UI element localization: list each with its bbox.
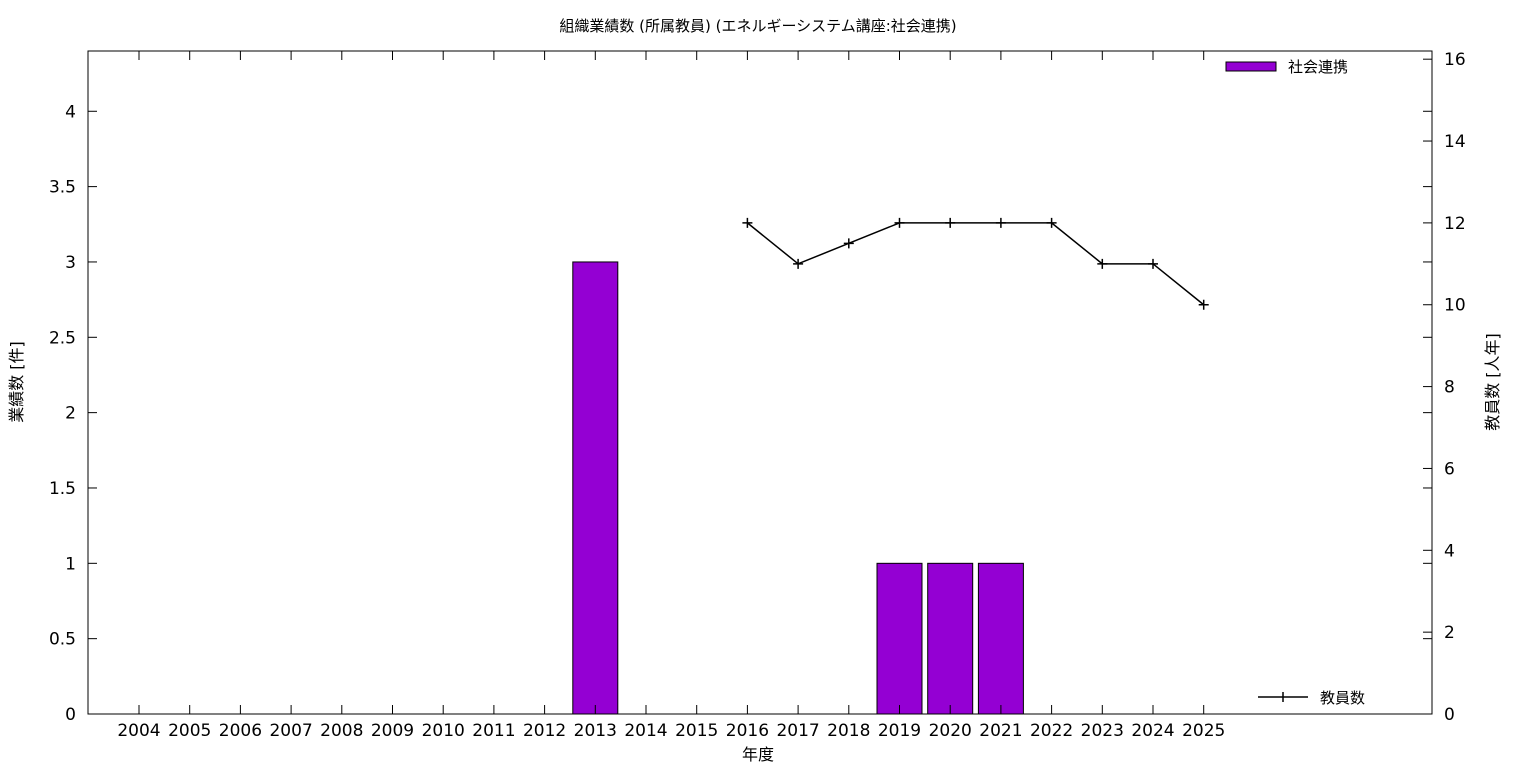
y-axis-right: 0 2 4 6 8 10 12 14 16 [1423, 50, 1466, 725]
x-tick-label: 2019 [878, 721, 921, 741]
line-point [793, 258, 804, 269]
x-tick-label: 2020 [929, 721, 972, 741]
y-tick-label: 1 [65, 554, 76, 574]
line-point [894, 217, 905, 228]
x-tick-label: 2016 [726, 721, 769, 741]
line-point [742, 217, 753, 228]
x-tick-label: 2006 [219, 721, 262, 741]
bar [876, 562, 923, 715]
x-tick-label: 2025 [1182, 721, 1225, 741]
bar-series [572, 261, 1024, 715]
line-series [742, 217, 1209, 310]
x-tick-label: 2005 [168, 721, 211, 741]
line-point [1148, 258, 1158, 269]
y-axis-left: 0 0.5 1 1.5 2 2.5 3 3.5 4 [49, 102, 1432, 725]
y-tick-label: 1.5 [49, 479, 76, 499]
y2-tick-label: 16 [1444, 50, 1466, 70]
legend-bar-swatch [1225, 61, 1277, 72]
x-axis: 2004 2005 2006 2007 2008 2009 2010 2011 2012 2013… [117, 51, 1225, 741]
y2-tick-label: 12 [1444, 214, 1466, 234]
bar [927, 562, 974, 715]
y-tick-label: 0.5 [49, 630, 76, 650]
y-tick-label: 0 [65, 705, 76, 725]
x-tick-label: 2021 [979, 721, 1022, 741]
chart-title: 組織業績数 (所属教員) (エネルギーシステム講座:社会連携) [559, 17, 956, 35]
y-tick-label: 2.5 [49, 328, 76, 348]
bar [572, 261, 619, 715]
x-tick-label: 2004 [117, 721, 160, 741]
line-point [995, 217, 1006, 228]
x-tick-label: 2018 [827, 721, 870, 741]
bar [977, 562, 1024, 715]
x-tick-label: 2007 [269, 721, 312, 741]
legend-bar: 社会連携 [1225, 58, 1348, 76]
x-axis-label: 年度 [742, 745, 774, 764]
x-tick-label: 2009 [371, 721, 414, 741]
x-tick-label: 2012 [523, 721, 566, 741]
y-axis-label: 業績数 [件] [7, 341, 26, 423]
y-tick-label: 2 [65, 404, 76, 424]
x-tick-label: 2008 [320, 721, 363, 741]
line-point [1097, 258, 1108, 269]
y-tick-label: 3.5 [49, 178, 76, 198]
x-tick-label: 2015 [675, 721, 718, 741]
line-path [746, 222, 1205, 306]
x-tick-label: 2024 [1131, 721, 1174, 741]
y-tick-label: 4 [65, 102, 76, 122]
x-tick-label: 2023 [1081, 721, 1124, 741]
plot-frame [87, 50, 1433, 715]
x-tick-label: 2013 [574, 721, 617, 741]
line-point [1046, 217, 1057, 228]
x-tick-label: 2010 [422, 721, 465, 741]
x-tick-label: 2017 [776, 721, 819, 741]
line-point [1198, 299, 1209, 310]
x-tick-label: 2011 [472, 721, 515, 741]
x-tick-label: 2014 [624, 721, 667, 741]
line-point [843, 238, 854, 249]
y2-axis-label: 教員数 [人年] [1483, 333, 1502, 431]
y-tick-label: 3 [65, 253, 76, 273]
x-tick-label: 2022 [1030, 721, 1073, 741]
y2-tick-label: 6 [1444, 459, 1455, 479]
y2-tick-label: 10 [1444, 296, 1466, 316]
y2-tick-label: 0 [1444, 705, 1455, 725]
y2-tick-label: 4 [1444, 541, 1455, 561]
legend-bar-label: 社会連携 [1288, 58, 1348, 76]
line-point [945, 217, 956, 228]
legend-line-label: 教員数 [1320, 689, 1365, 707]
y2-tick-label: 14 [1444, 132, 1466, 152]
y2-tick-label: 8 [1444, 378, 1455, 398]
y2-tick-label: 2 [1444, 623, 1455, 643]
legend-line: 教員数 [1258, 689, 1365, 707]
